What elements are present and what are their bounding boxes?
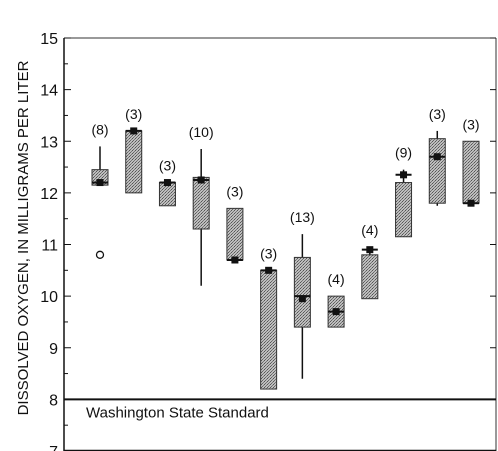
sample-count-label: (4) [361, 222, 378, 238]
y-axis: 7 8 9 10 11 12 13 14 15 [40, 31, 496, 451]
sample-count-label: (3) [226, 183, 243, 199]
boxes: (8) (3) (3) (10) (3) (3) (13) (4) (4) (9) (3) (3) [91, 106, 480, 390]
y-tick-label: 11 [41, 238, 58, 255]
y-tick-label: 13 [40, 134, 58, 151]
mean-marker [400, 171, 408, 179]
sample-count-label: (9) [395, 145, 412, 161]
box-group: (3) [429, 106, 446, 206]
box-group: (9) [395, 145, 413, 238]
box [361, 254, 379, 300]
y-tick-label: 15 [40, 31, 58, 48]
sample-count-label: (3) [462, 116, 479, 132]
box [226, 207, 244, 261]
box [260, 269, 278, 390]
box-group: (10) [189, 124, 214, 286]
box-group: (3) [260, 245, 278, 390]
reference-line-label: Washington State Standard [86, 404, 269, 421]
box-group: (3) [462, 116, 480, 207]
sample-count-label: (3) [125, 106, 142, 122]
mean-marker [265, 266, 273, 274]
y-tick-label: 8 [49, 392, 58, 409]
box-group: (13) [290, 209, 315, 379]
mean-marker [96, 179, 104, 187]
box-group: (3) [125, 106, 143, 194]
sample-count-label: (3) [429, 106, 446, 122]
sample-count-label: (3) [159, 158, 176, 174]
box-group: (4) [361, 222, 379, 300]
sample-count-label: (8) [91, 121, 108, 137]
mean-marker [298, 295, 306, 303]
y-tick-label: 12 [40, 186, 58, 203]
box-group: (3) [226, 183, 244, 264]
mean-marker [130, 127, 138, 135]
mean-marker [366, 246, 374, 254]
outlier-point [95, 250, 105, 259]
box-group: (4) [328, 271, 345, 328]
sample-count-label: (4) [328, 271, 345, 287]
box [125, 130, 143, 194]
box [293, 256, 311, 328]
y-tick-label: 7 [49, 444, 58, 451]
box [395, 182, 413, 238]
mean-marker [433, 153, 441, 161]
sample-count-label: (3) [260, 245, 277, 261]
y-axis-label: DISSOLVED OXYGEN, IN MILLIGRAMS PER LITE… [15, 60, 32, 415]
box [428, 138, 446, 204]
box [192, 176, 210, 230]
sample-count-label: (10) [189, 124, 214, 140]
mean-marker [332, 308, 340, 316]
box-group: (8) [91, 121, 109, 259]
y-tick-label: 10 [40, 289, 58, 306]
mean-marker [231, 256, 239, 264]
plot-frame [63, 37, 497, 451]
y-tick-label: 9 [49, 341, 58, 358]
reference-line-group: Washington State Standard [64, 398, 496, 421]
sample-count-label: (13) [290, 209, 315, 225]
mean-marker [467, 199, 475, 207]
y-tick-label: 14 [40, 83, 58, 100]
box [462, 140, 480, 204]
mean-marker [197, 176, 205, 184]
box-group: (3) [159, 158, 176, 207]
mean-marker [163, 179, 171, 187]
